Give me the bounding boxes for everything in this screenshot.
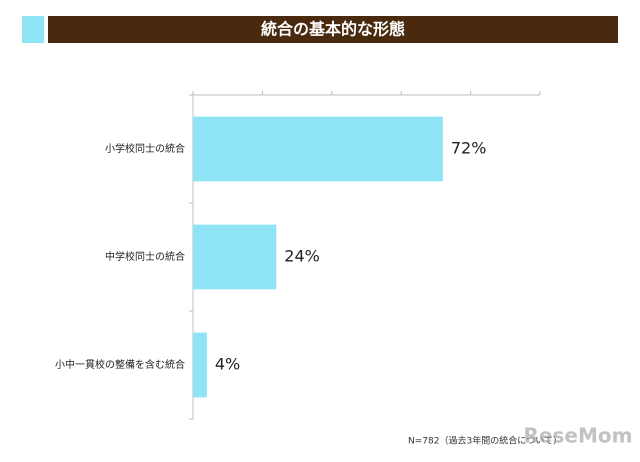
- value-label: 4%: [215, 355, 240, 374]
- value-label: 24%: [284, 247, 320, 266]
- chart-title: 統合の基本的な形態: [261, 20, 405, 39]
- watermark: ReseMom: [524, 424, 633, 448]
- bar: [193, 332, 207, 398]
- value-label: 72%: [451, 139, 487, 158]
- y-tick-label: 小中一貫校の整備を含む統合: [55, 358, 185, 371]
- bar: [193, 116, 443, 182]
- title-accent: [22, 16, 44, 43]
- y-tick-label: 小学校同士の統合: [105, 142, 185, 155]
- title-band: [48, 16, 618, 43]
- footnote: N=782（過去3年間の統合について）: [408, 435, 562, 447]
- y-tick-label: 中学校同士の統合: [105, 250, 185, 263]
- bar: [193, 224, 277, 290]
